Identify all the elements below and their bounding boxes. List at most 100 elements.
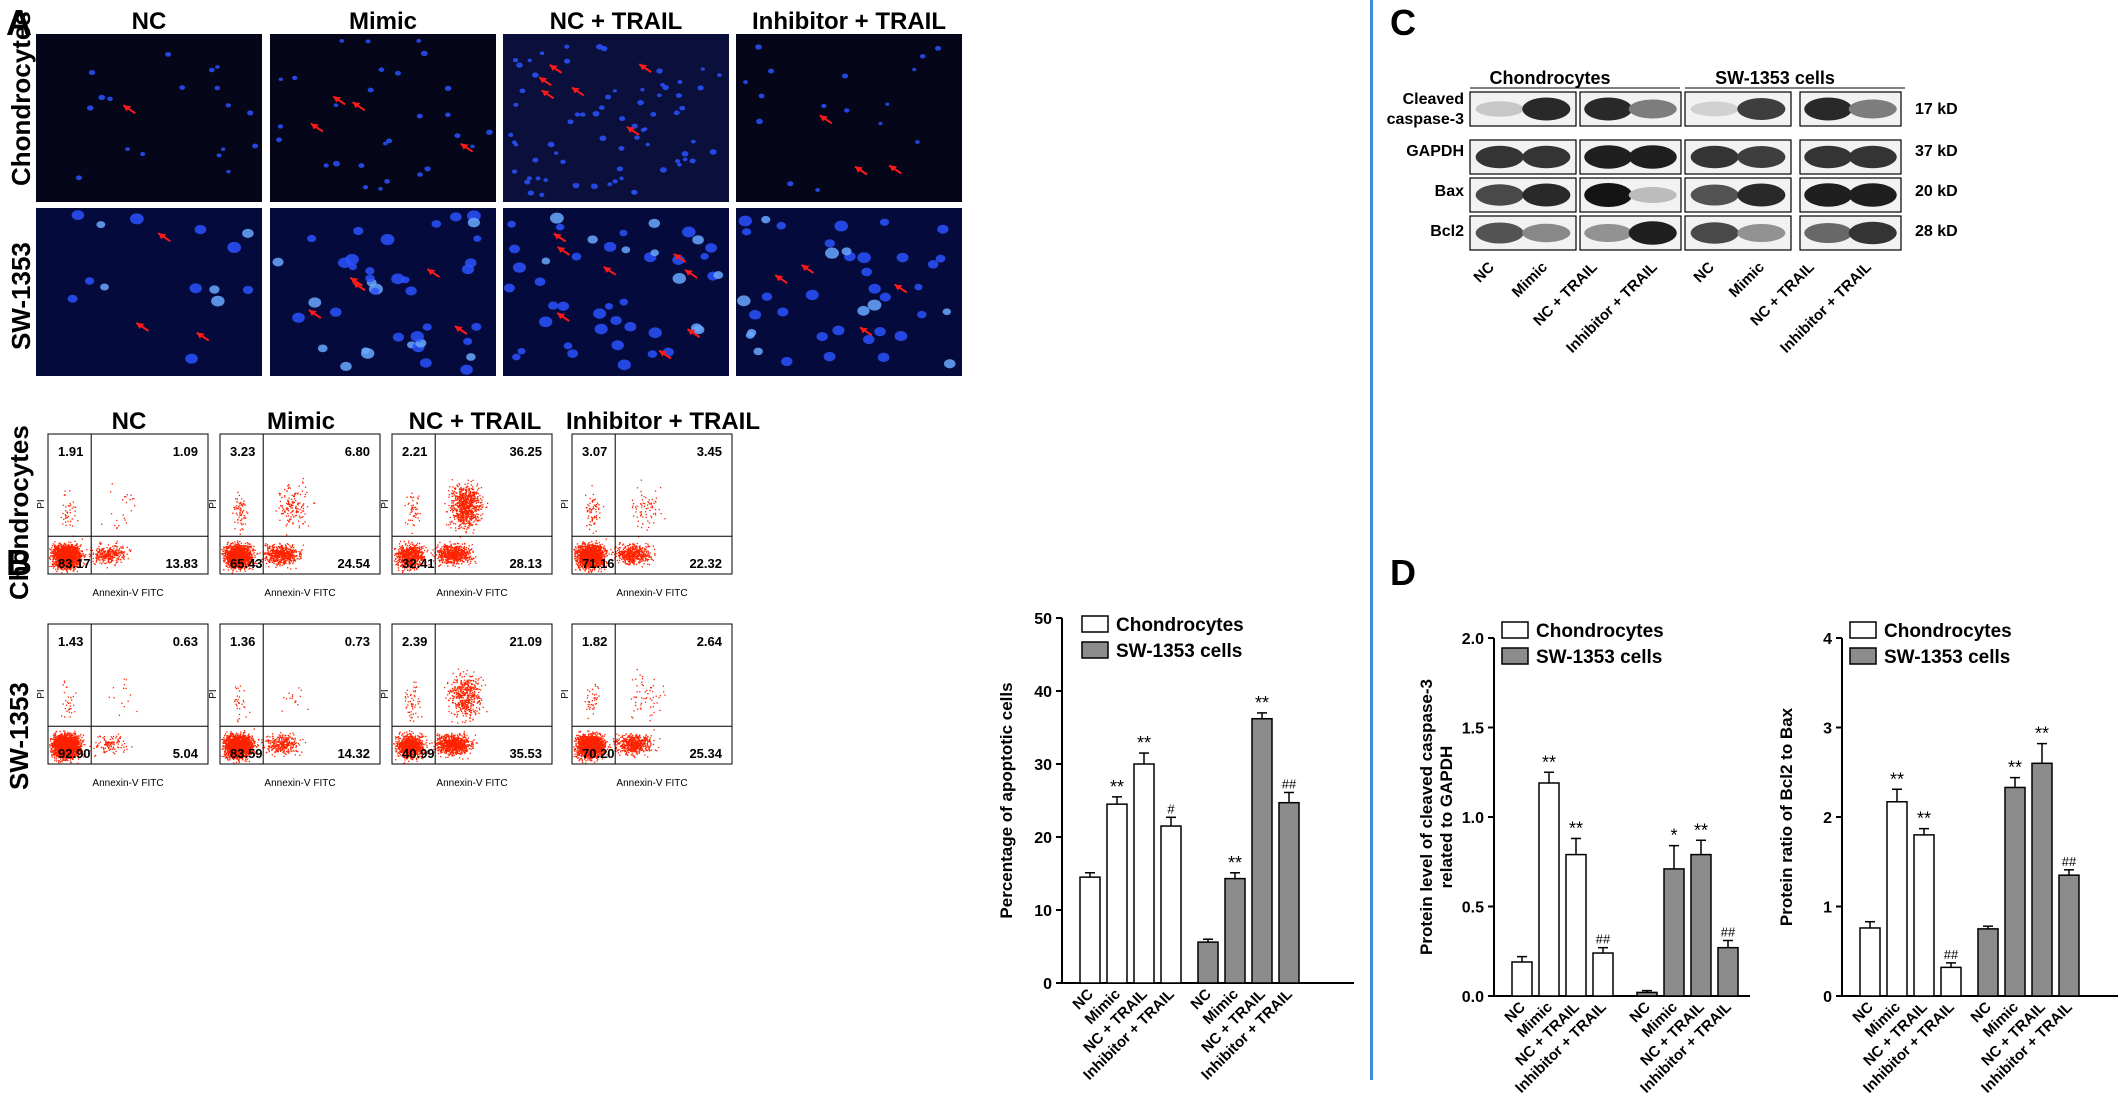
arrow-head bbox=[308, 309, 317, 316]
event-dot bbox=[288, 503, 290, 506]
nucleus bbox=[532, 72, 539, 78]
event-dot bbox=[270, 557, 273, 559]
event-dot bbox=[53, 563, 55, 565]
b-title-nc-trail: NC + TRAIL bbox=[408, 408, 542, 435]
event-dot bbox=[247, 549, 249, 551]
event-dot bbox=[60, 543, 62, 545]
event-dot bbox=[238, 505, 240, 507]
event-dot bbox=[296, 511, 299, 513]
event-dot bbox=[275, 556, 278, 559]
event-dot bbox=[82, 565, 84, 567]
event-dot bbox=[68, 555, 70, 557]
event-dot bbox=[282, 556, 284, 558]
flow-events bbox=[49, 483, 136, 575]
event-dot bbox=[66, 556, 68, 559]
event-dot bbox=[64, 555, 66, 558]
event-dot bbox=[110, 513, 113, 515]
event-dot bbox=[123, 551, 125, 553]
nucleus bbox=[612, 179, 618, 184]
event-dot bbox=[235, 554, 237, 556]
event-dot bbox=[250, 559, 252, 561]
event-dot bbox=[62, 552, 64, 555]
event-dot bbox=[54, 551, 57, 554]
nucleus bbox=[648, 327, 662, 339]
event-dot bbox=[74, 554, 76, 557]
event-dot bbox=[121, 547, 123, 549]
nucleus bbox=[713, 271, 724, 279]
event-dot bbox=[242, 509, 245, 512]
event-dot bbox=[232, 561, 234, 564]
nucleus bbox=[419, 358, 432, 368]
event-dot bbox=[229, 544, 231, 546]
event-dot bbox=[279, 553, 282, 556]
event-dot bbox=[303, 503, 305, 505]
event-dot bbox=[116, 546, 119, 548]
event-dot bbox=[289, 551, 291, 553]
red-arrow-icon bbox=[541, 89, 555, 100]
event-dot bbox=[240, 560, 242, 563]
event-dot bbox=[236, 514, 238, 516]
event-dot bbox=[286, 523, 288, 525]
event-dot bbox=[243, 547, 245, 549]
event-dot bbox=[275, 553, 278, 555]
event-dot bbox=[248, 559, 250, 561]
event-dot bbox=[73, 546, 75, 548]
nucleus bbox=[323, 163, 329, 168]
event-dot bbox=[250, 567, 252, 570]
event-dot bbox=[86, 548, 88, 551]
event-dot bbox=[226, 555, 228, 557]
event-dot bbox=[246, 560, 248, 562]
event-dot bbox=[238, 544, 241, 546]
micrograph-chondrocytes-2 bbox=[503, 34, 729, 202]
event-dot bbox=[74, 563, 77, 565]
event-dot bbox=[247, 546, 249, 548]
event-dot bbox=[102, 557, 104, 559]
event-dot bbox=[302, 477, 304, 480]
a-row-sw1353: SW-1353 bbox=[6, 242, 36, 350]
event-dot bbox=[56, 547, 58, 549]
event-dot bbox=[240, 547, 242, 549]
nucleus bbox=[471, 322, 482, 331]
event-dot bbox=[295, 555, 297, 557]
event-dot bbox=[67, 550, 69, 552]
event-dot bbox=[274, 554, 276, 556]
event-dot bbox=[297, 511, 299, 513]
nucleus bbox=[927, 260, 939, 269]
event-dot bbox=[416, 562, 418, 565]
arrow-head bbox=[775, 275, 784, 282]
event-dot bbox=[65, 550, 67, 552]
event-dot bbox=[285, 555, 287, 557]
event-dot bbox=[244, 562, 246, 564]
event-dot bbox=[75, 561, 77, 564]
event-dot bbox=[248, 568, 250, 570]
event-dot bbox=[73, 554, 76, 556]
event-dot bbox=[228, 555, 231, 558]
event-dot bbox=[114, 553, 116, 556]
event-dot bbox=[232, 543, 234, 545]
event-dot bbox=[64, 545, 66, 548]
event-dot bbox=[313, 502, 315, 504]
event-dot bbox=[54, 545, 56, 547]
event-dot bbox=[268, 546, 271, 548]
event-dot bbox=[252, 550, 254, 552]
event-dot bbox=[242, 553, 244, 556]
nucleus bbox=[410, 331, 424, 342]
event-dot bbox=[224, 561, 226, 563]
event-dot bbox=[58, 557, 61, 560]
event-dot bbox=[247, 544, 249, 546]
event-dot bbox=[51, 547, 53, 549]
event-dot bbox=[248, 567, 251, 569]
event-dot bbox=[65, 543, 67, 545]
event-dot bbox=[56, 554, 59, 556]
event-dot bbox=[292, 522, 294, 524]
event-dot bbox=[93, 563, 95, 565]
event-dot bbox=[76, 549, 78, 551]
event-dot bbox=[285, 552, 287, 555]
event-dot bbox=[67, 561, 69, 563]
event-dot bbox=[230, 543, 232, 545]
event-dot bbox=[282, 548, 284, 550]
flow-events bbox=[221, 477, 316, 574]
event-dot bbox=[49, 565, 51, 568]
event-dot bbox=[301, 516, 303, 519]
event-dot bbox=[110, 491, 112, 493]
